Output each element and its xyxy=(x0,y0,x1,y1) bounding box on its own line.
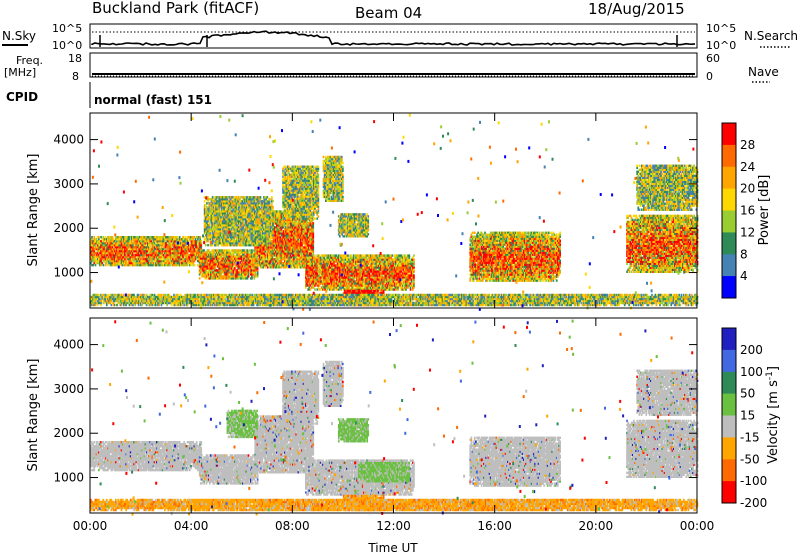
heatmap-cell xyxy=(199,277,201,279)
cpid-label: CPID xyxy=(6,90,38,104)
freq-tick-bottom: 8 xyxy=(72,70,79,83)
cpid-text: normal (fast) 151 xyxy=(94,93,212,107)
beam-label: Beam 04 xyxy=(355,4,422,22)
noise-search-label: N.Search xyxy=(744,29,798,43)
noise-tick-bottom: 10^0 xyxy=(52,39,82,52)
noise-right-tick-bottom: 10^0 xyxy=(706,39,736,52)
freq-tick-top: 18 xyxy=(68,52,82,65)
heatmap-cell xyxy=(91,236,93,238)
heatmap-cell xyxy=(271,196,273,198)
heatmap-cell xyxy=(197,264,199,266)
heatmap-cell xyxy=(194,264,196,266)
heatmap-cell xyxy=(103,264,105,266)
heatmap-cell xyxy=(272,200,274,202)
heatmap-cell xyxy=(251,249,253,251)
heatmap-cell xyxy=(271,240,273,242)
nave-tick-top: 60 xyxy=(706,52,720,65)
heatmap-cell xyxy=(272,206,274,208)
station-title: Buckland Park (fitACF) xyxy=(92,0,259,17)
power-heatmap xyxy=(90,114,698,311)
freq-label-line2: [MHz] xyxy=(4,66,36,79)
noise-right-tick-top: 10^5 xyxy=(706,22,736,35)
freq-panel: Freq. [MHz] 18 8 60 0 Nave xyxy=(4,52,779,83)
heatmap-cell xyxy=(199,236,201,238)
heatmap-cell xyxy=(207,244,209,246)
nave-label: Nave xyxy=(748,65,779,79)
heatmap-cell xyxy=(98,236,100,238)
heatmap-cell xyxy=(205,244,207,246)
heatmap-cell xyxy=(260,196,262,198)
date-label: 18/Aug/2015 xyxy=(588,0,685,18)
heatmap-cell xyxy=(272,218,274,220)
heatmap-cell xyxy=(204,200,206,202)
heatmap-cell xyxy=(200,240,202,242)
heatmap-cell xyxy=(212,196,214,198)
noise-panel: N.Sky 10^5 10^0 10^5 10^0 N.Search xyxy=(2,22,798,52)
noise-sky-label: N.Sky xyxy=(2,29,36,43)
noise-trace xyxy=(92,31,695,47)
cpid-panel: CPID normal (fast) 151 xyxy=(6,82,212,108)
noise-tick-top: 10^5 xyxy=(52,22,82,35)
nave-tick-bottom: 0 xyxy=(706,70,713,83)
noise-sky-line xyxy=(92,31,695,45)
heatmap-cell xyxy=(312,222,314,224)
